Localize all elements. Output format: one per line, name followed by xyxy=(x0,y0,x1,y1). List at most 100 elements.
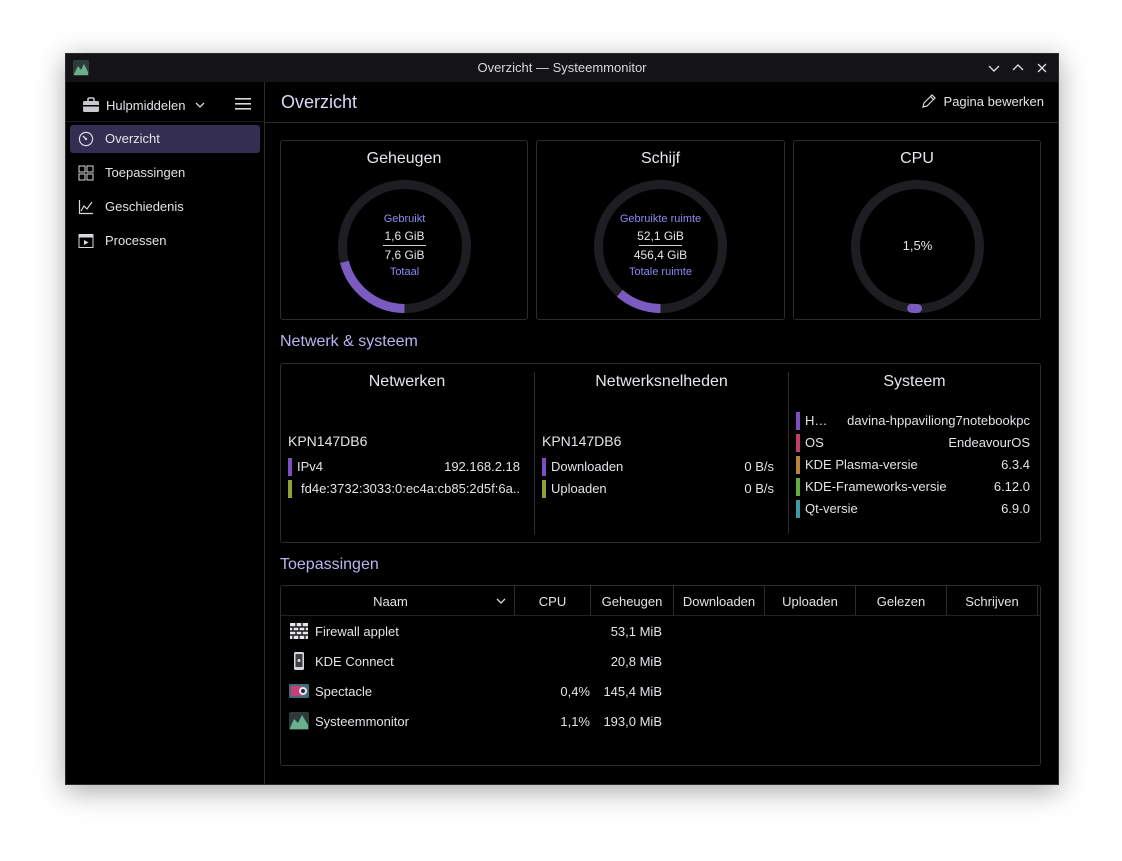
system-title: Systeem xyxy=(883,373,946,390)
sidebar-divider xyxy=(66,121,264,122)
os-color-bar xyxy=(796,434,800,452)
download-row: Downloaden 0 B/s xyxy=(542,457,774,476)
column-divider xyxy=(788,372,789,534)
cpu-card: CPU 1,5% xyxy=(793,140,1041,320)
table-row[interactable]: KDE Connect 20,8 MiB xyxy=(281,646,1040,676)
os-row: OS EndeavourOS xyxy=(796,433,1030,452)
table-row[interactable]: Systeemmonitor 1,1% 193,0 MiB xyxy=(281,706,1040,736)
hostname-value: davina-hppaviliong7notebookpc xyxy=(847,413,1030,428)
hamburger-menu-icon[interactable] xyxy=(234,95,252,113)
minimize-icon[interactable] xyxy=(986,60,1002,76)
column-header-label: Gelezen xyxy=(876,594,926,609)
hostname-row: H… davina-hppaviliong7notebookpc xyxy=(796,411,1030,430)
speeds-column: Netwerksnelheden KPN147DB6 Downloaden 0 … xyxy=(535,364,788,542)
networks-column: Netwerken KPN147DB6 IPv4 192.168.2.18 fd… xyxy=(281,364,533,542)
close-icon[interactable] xyxy=(1034,60,1050,76)
app-memory: 20,8 MiB xyxy=(610,654,662,669)
column-header-uploaden[interactable]: Uploaden xyxy=(765,586,856,615)
download-label: Downloaden xyxy=(551,459,624,474)
disk-divider xyxy=(639,245,682,246)
plasma-version-row: KDE Plasma-versie 6.3.4 xyxy=(796,455,1030,474)
sidebar-item-overzicht[interactable]: Overzicht xyxy=(70,125,260,153)
plasma-color-bar xyxy=(796,456,800,474)
firewall-icon xyxy=(289,621,309,641)
ipv4-value: 192.168.2.18 xyxy=(444,459,520,474)
tools-label: Hulpmiddelen xyxy=(106,97,186,113)
memory-gauge xyxy=(338,180,471,313)
memory-used-label: Gebruikt xyxy=(383,213,426,225)
app-cpu: 1,1% xyxy=(560,714,590,729)
applications-table: Naam CPU Geheugen Downloaden Uploaden Ge… xyxy=(280,585,1041,766)
table-row[interactable]: Spectacle 0,4% 145,4 MiB xyxy=(281,676,1040,706)
column-header-gelezen[interactable]: Gelezen xyxy=(856,586,947,615)
network-name: KPN147DB6 xyxy=(288,433,368,449)
hostname-color-bar xyxy=(796,412,800,430)
column-header-downloaden[interactable]: Downloaden xyxy=(674,586,765,615)
table-header-divider xyxy=(281,615,1040,616)
cpu-gauge-labels: 1,5% xyxy=(849,178,986,315)
speeds-network-name: KPN147DB6 xyxy=(542,433,622,449)
plasma-version-label: KDE Plasma-versie xyxy=(805,457,918,472)
sort-chevron-down-icon xyxy=(496,598,506,604)
sidebar-nav: Overzicht Toepassingen Geschiedenis Proc… xyxy=(70,125,260,261)
sidebar-item-label: Geschiedenis xyxy=(105,199,184,214)
memory-divider xyxy=(383,245,426,246)
disk-used-value: 52,1 GiB xyxy=(637,229,684,243)
memory-card: Geheugen Gebruikt 1,6 GiB 7,6 GiB Totaal xyxy=(280,140,528,320)
process-icon xyxy=(78,233,94,249)
app-cpu: 0,4% xyxy=(560,684,590,699)
frameworks-version-label: KDE-Frameworks-versie xyxy=(805,479,947,494)
app-memory: 193,0 MiB xyxy=(603,714,662,729)
grid-icon xyxy=(78,165,94,181)
sidebar-item-geschiedenis[interactable]: Geschiedenis xyxy=(70,193,260,221)
maximize-icon[interactable] xyxy=(1010,60,1026,76)
download-value: 0 B/s xyxy=(744,459,774,474)
column-header-naam[interactable]: Naam xyxy=(281,586,515,615)
column-header-label: CPU xyxy=(538,594,567,609)
table-row[interactable]: Firewall applet 53,1 MiB xyxy=(281,616,1040,646)
column-header-label: Downloaden xyxy=(682,594,756,609)
ipv4-color-bar xyxy=(288,458,292,476)
app-name: Systeemmonitor xyxy=(315,714,409,729)
upload-label: Uploaden xyxy=(551,481,607,496)
column-header-label: Geheugen xyxy=(601,594,663,609)
network-ipv6-row: fd4e:3732:3033:0:ec4a:cb85:2d5f:6a.. xyxy=(288,479,530,498)
cpu-value: 1,5% xyxy=(902,238,933,253)
frameworks-version-value: 6.12.0 xyxy=(993,479,1030,494)
edit-page-label: Pagina bewerken xyxy=(943,93,1044,109)
disk-card: Schijf Gebruikte ruimte 52,1 GiB 456,4 G… xyxy=(536,140,785,320)
disk-total-value: 456,4 GiB xyxy=(633,248,688,262)
sidebar-item-toepassingen[interactable]: Toepassingen xyxy=(70,159,260,187)
sidebar: Hulpmiddelen Overzicht Toepassingen xyxy=(66,82,265,784)
app-name: Firewall applet xyxy=(315,624,399,639)
disk-gauge-labels: Gebruikte ruimte 52,1 GiB 456,4 GiB Tota… xyxy=(592,178,729,315)
memory-gauge-labels: Gebruikt 1,6 GiB 7,6 GiB Totaal xyxy=(336,178,473,315)
sidebar-item-label: Overzicht xyxy=(105,131,160,146)
os-value: EndeavourOS xyxy=(948,435,1030,450)
column-header-cpu[interactable]: CPU xyxy=(515,586,591,615)
page-header: Overzicht Pagina bewerken xyxy=(265,82,1058,123)
column-header-label: Uploaden xyxy=(782,594,838,609)
column-header-geheugen[interactable]: Geheugen xyxy=(591,586,674,615)
frameworks-version-row: KDE-Frameworks-versie 6.12.0 xyxy=(796,477,1030,496)
column-header-label: Naam xyxy=(373,594,408,609)
network-system-heading: Netwerk & systeem xyxy=(280,333,418,350)
speeds-title: Netwerksnelheden xyxy=(595,373,728,390)
memory-total-label: Totaal xyxy=(389,266,420,278)
cpu-title: CPU xyxy=(900,150,934,167)
ipv6-value: fd4e:3732:3033:0:ec4a:cb85:2d5f:6a.. xyxy=(301,481,521,496)
qt-color-bar xyxy=(796,500,800,518)
toolbox-icon xyxy=(83,97,99,112)
app-memory: 53,1 MiB xyxy=(610,624,662,639)
systemmonitor-icon xyxy=(289,711,309,731)
kdeconnect-icon xyxy=(289,651,309,671)
app-name: Spectacle xyxy=(315,684,373,699)
upload-color-bar xyxy=(542,480,546,498)
edit-page-button[interactable]: Pagina bewerken xyxy=(921,93,1044,109)
system-monitor-window: Overzicht — Systeemmonitor Hulpmiddelen xyxy=(65,53,1059,785)
sidebar-item-processen[interactable]: Processen xyxy=(70,227,260,255)
column-header-schrijven[interactable]: Schrijven xyxy=(947,586,1038,615)
system-column: Systeem H… davina-hppaviliong7notebookpc… xyxy=(789,364,1040,542)
network-system-panel: Netwerken KPN147DB6 IPv4 192.168.2.18 fd… xyxy=(280,363,1041,543)
tools-menu-button[interactable]: Hulpmiddelen xyxy=(82,95,206,115)
